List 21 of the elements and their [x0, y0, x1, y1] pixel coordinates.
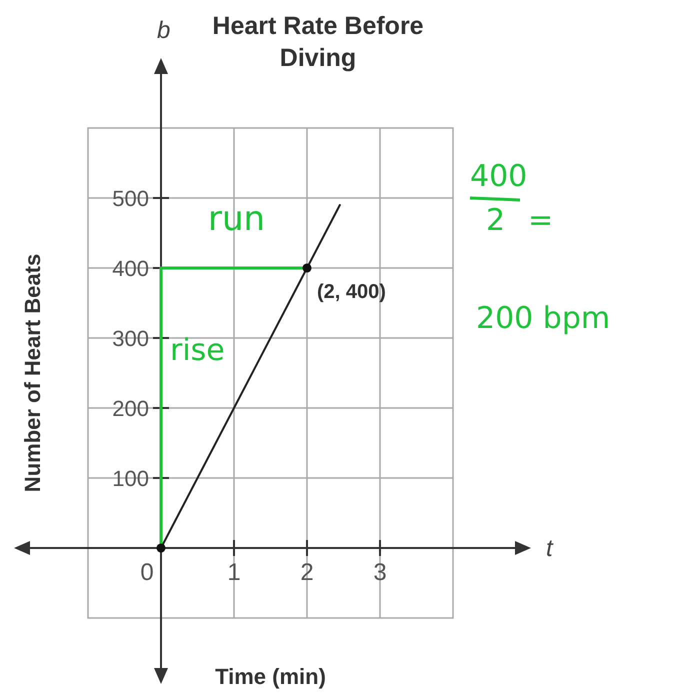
annotation: (2, 400) — [317, 281, 386, 303]
x-axis-title: Time (min) — [215, 664, 326, 689]
y-tick-label: 500 — [112, 186, 149, 211]
text: t — [546, 535, 554, 562]
x-tick-label: 2 — [300, 559, 314, 586]
text: 2 — [486, 203, 506, 238]
text: 400 — [470, 159, 528, 194]
chart-title: Heart Rate Before Diving — [211, 11, 425, 74]
text: b — [157, 17, 170, 44]
x-tick-label: 0 — [140, 559, 154, 586]
x-tick-label: 1 — [227, 559, 241, 586]
text: = — [528, 203, 554, 238]
annotation: rise — [170, 333, 225, 368]
y-axis-title: Number of Heart Beats — [20, 254, 45, 492]
text: 200 bpm — [476, 301, 610, 336]
x-tick-label: 3 — [373, 559, 387, 586]
y-tick-label: 100 — [112, 466, 149, 491]
y-tick-label: 200 — [112, 396, 149, 421]
annotation: run — [208, 199, 266, 239]
y-tick-label: 300 — [112, 326, 149, 351]
y-tick-label: 400 — [112, 256, 149, 281]
